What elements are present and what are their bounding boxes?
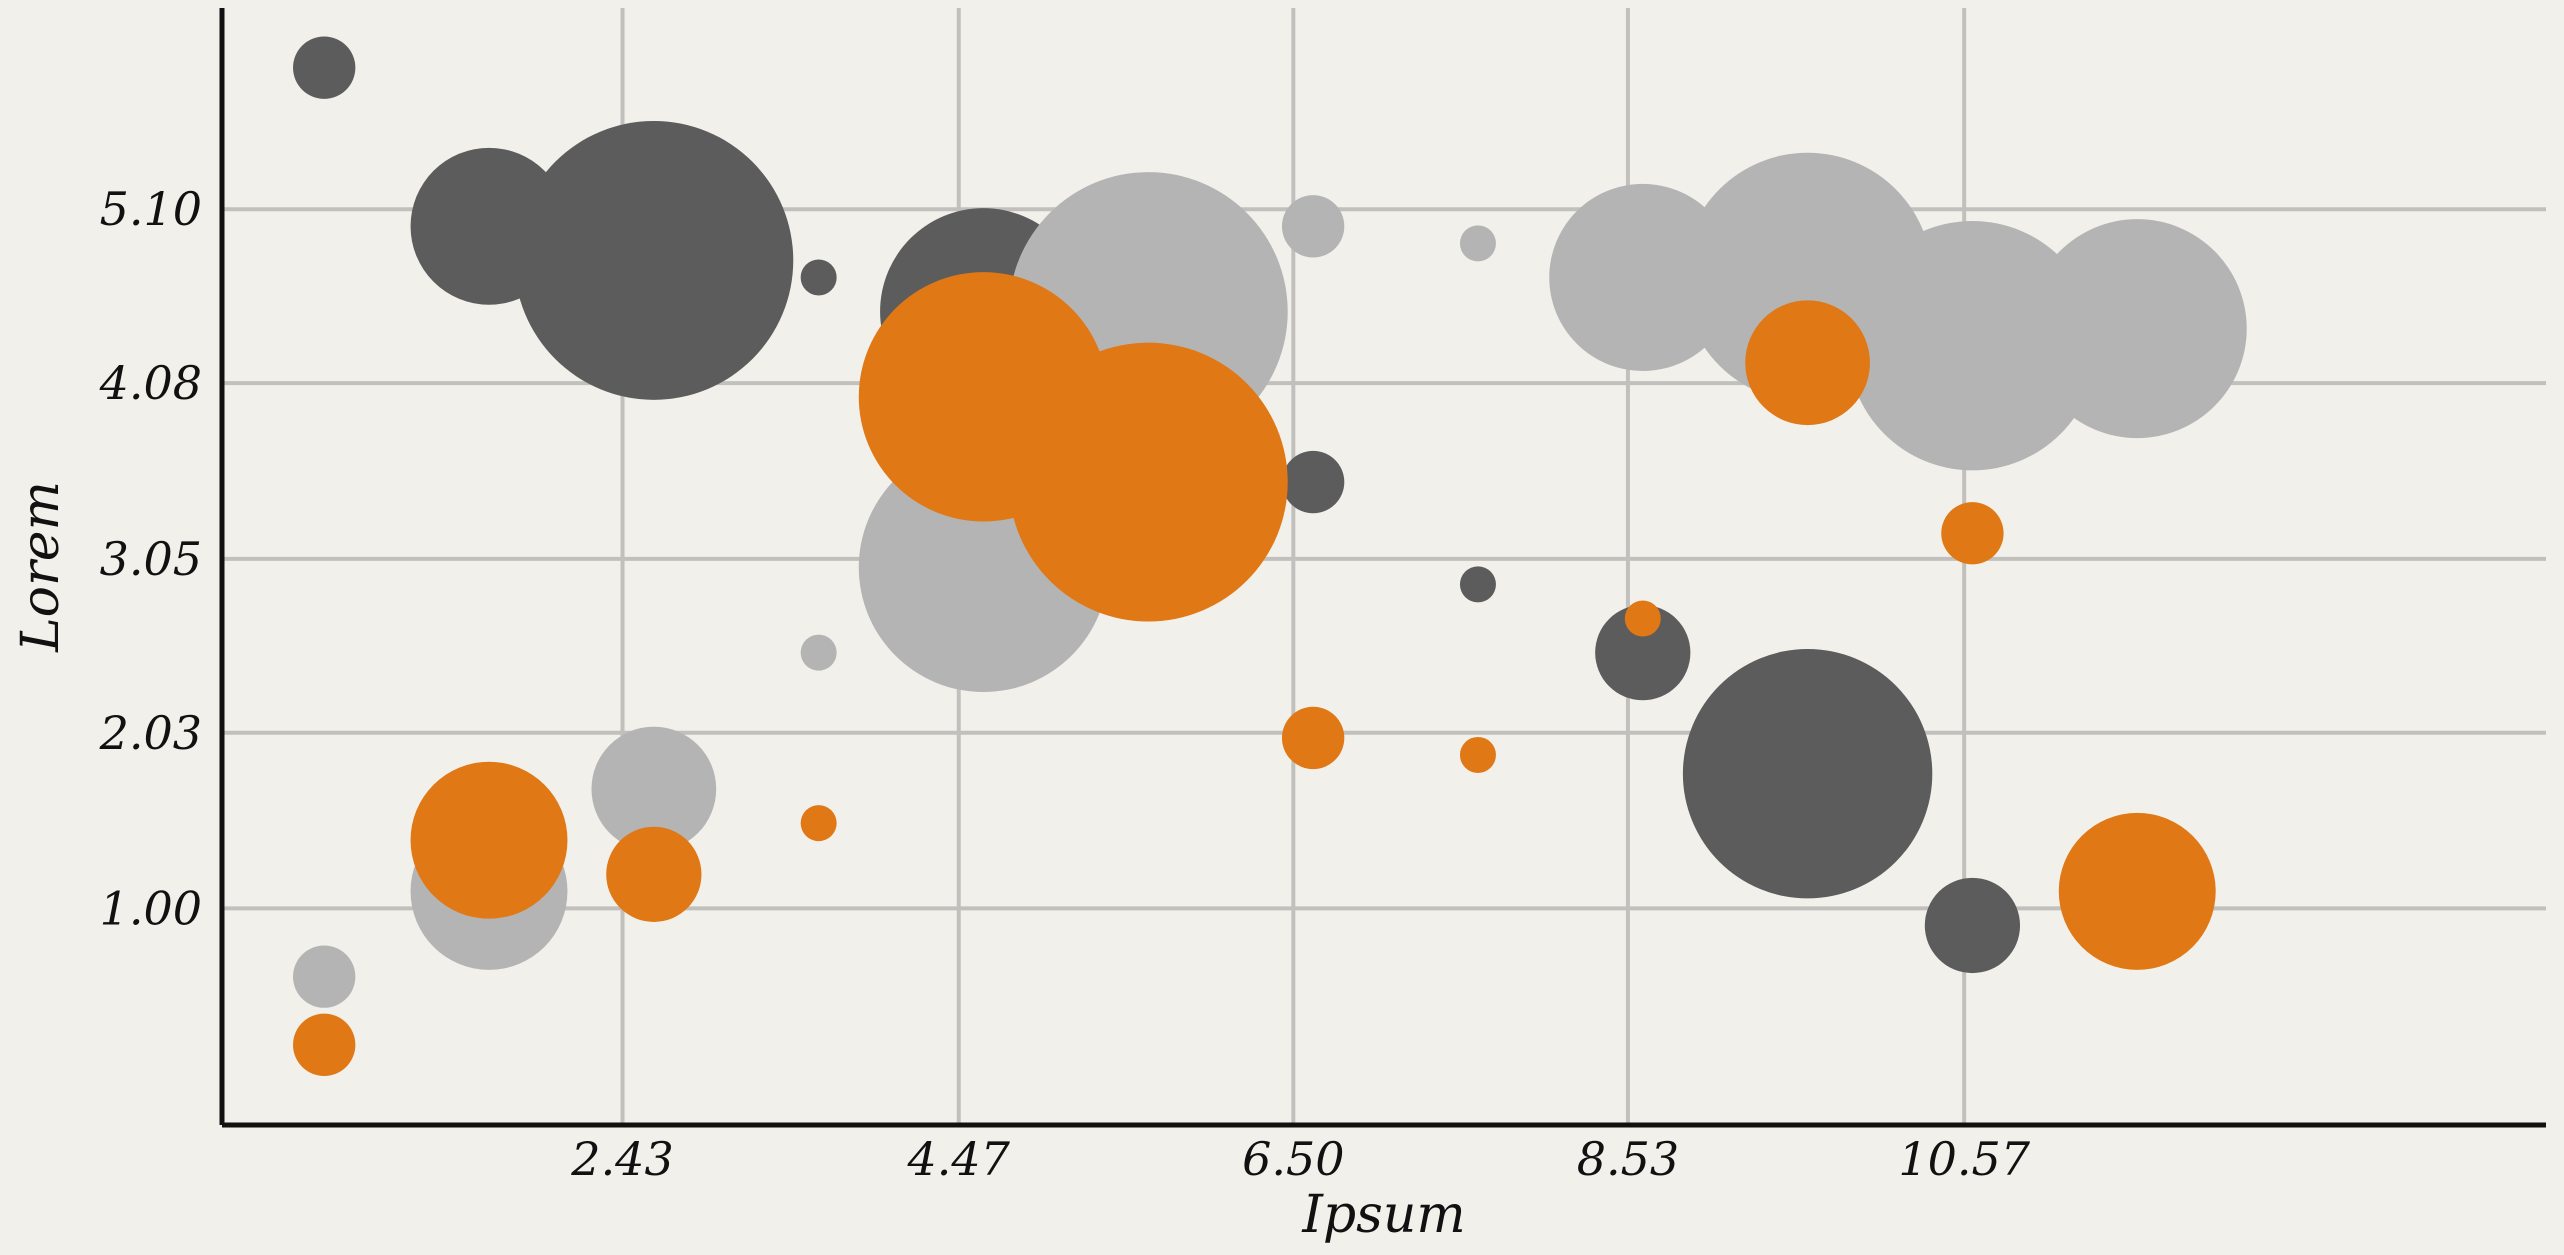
bubble-s0-p7 [1459,566,1496,603]
bubble-s2-p2 [606,826,702,922]
bubble-s2-p10 [1941,502,2004,565]
bubble-s0-p0 [293,36,356,99]
bubble-s2-p3 [800,805,837,842]
bubble-s2-p6 [1281,706,1345,770]
bubble-s2-p0 [293,1013,356,1077]
bubble-layer [293,36,2247,1077]
y-tick-label-0: 1.00 [100,881,202,935]
bubble-s0-p10 [1924,877,2021,974]
bubble-s2-p7 [1459,736,1496,773]
bubble-s0-p9 [1682,648,1933,899]
x-tick-label-4: 10.57 [1898,1132,2030,1186]
bubble-s0-p6 [1281,450,1345,514]
bubble-s2-p8 [1624,600,1661,637]
y-tick-label-1: 2.03 [99,706,202,760]
bubble-s1-p0 [293,945,356,1008]
y-tick-label-4: 5.10 [100,182,202,236]
bubble-s2-p9 [1745,300,1870,426]
axes [219,8,2546,1128]
bubble-s1-p8 [1549,183,1737,371]
bubble-s1-p10 [1847,220,2098,471]
x-tick-label-3: 8.53 [1577,1132,1679,1186]
x-axis-title: Ipsum [1301,1185,1465,1245]
bubble-s0-p8 [1595,604,1691,701]
bubble-s1-p3 [800,634,837,671]
tick-labels: 2.43 4.47 6.50 8.53 10.57 1.00 2.03 3.05 4.08 5.1… [99,182,2031,1186]
x-tick-label-0: 2.43 [570,1132,673,1186]
bubble-s1-p6 [1281,195,1345,258]
x-tick-label-1: 4.47 [907,1132,1011,1186]
bubble-s0-p2 [514,120,794,400]
y-tick-label-3: 4.08 [99,356,202,410]
bubble-s1-p7 [1459,225,1496,262]
y-tick-label-2: 3.05 [100,532,202,586]
bubble-s1-p11 [2027,219,2247,439]
bubble-s2-p5 [1008,342,1288,622]
x-tick-label-2: 6.50 [1242,1132,1344,1186]
bubble-s2-p11 [2058,812,2216,970]
bubble-s0-p3 [800,259,837,296]
bubble-s1-p2 [591,726,717,852]
bubble-s2-p1 [410,761,568,919]
y-axis-title: Lorem [11,481,71,653]
